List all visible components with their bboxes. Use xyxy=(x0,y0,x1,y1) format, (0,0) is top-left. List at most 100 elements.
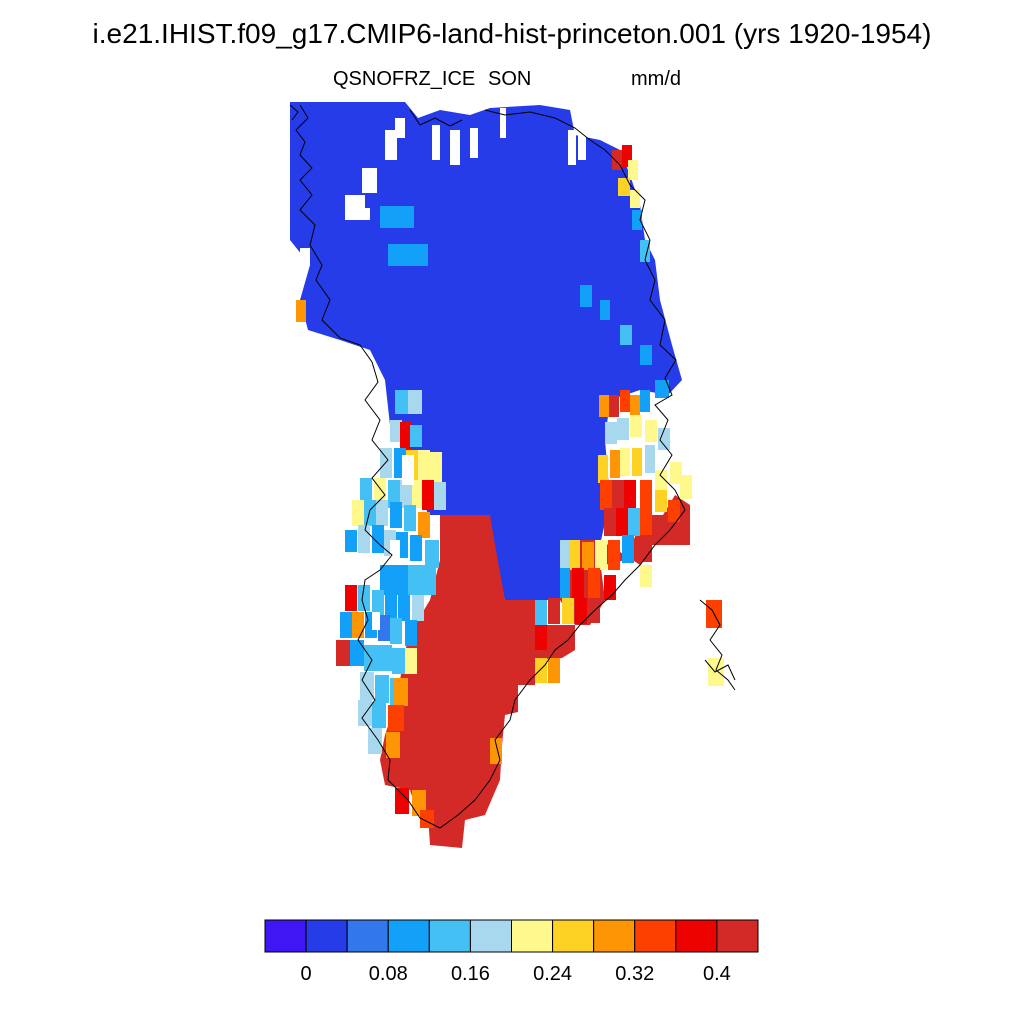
grid-cell xyxy=(400,422,412,450)
no-data-cell xyxy=(500,108,506,138)
grid-cell xyxy=(628,160,638,180)
grid-cell xyxy=(618,178,630,196)
grid-cell xyxy=(652,515,664,537)
grid-cell xyxy=(620,325,632,345)
grid-cell xyxy=(535,625,547,650)
grid-cell xyxy=(580,285,592,307)
season-label: SON xyxy=(488,68,532,90)
grid-cell xyxy=(418,512,430,538)
grid-cell xyxy=(570,540,580,570)
grid-cell xyxy=(380,565,394,595)
grid-cell xyxy=(358,585,370,611)
grid-cell xyxy=(632,210,642,230)
grid-cell xyxy=(645,420,657,442)
grid-cell xyxy=(610,450,620,478)
grid-cell xyxy=(628,508,640,536)
grid-cell xyxy=(655,490,667,512)
grid-cell xyxy=(630,415,642,437)
grid-cell xyxy=(588,568,600,598)
grid-cell xyxy=(624,480,636,510)
grid-cell xyxy=(600,300,610,320)
colorbar-box xyxy=(264,919,307,953)
grid-cell xyxy=(395,390,409,414)
grid-cell xyxy=(548,598,560,624)
grid-cell xyxy=(658,428,670,450)
colorbar-box xyxy=(305,919,348,953)
grid-cell xyxy=(630,395,640,417)
grid-cell xyxy=(405,648,417,674)
grid-cell xyxy=(617,418,629,440)
grid-cell xyxy=(425,540,439,568)
grid-cell xyxy=(595,540,607,570)
grid-cell xyxy=(394,678,408,706)
grid-cell xyxy=(422,480,434,510)
colorbar-box xyxy=(634,919,677,953)
grid-cell xyxy=(622,535,634,563)
grid-cells xyxy=(296,108,724,828)
grid-cell xyxy=(562,598,574,624)
coastline-segment xyxy=(699,599,736,691)
grid-cell xyxy=(408,390,422,414)
grid-cell xyxy=(548,625,560,650)
grid-cell xyxy=(412,595,424,621)
grid-cell xyxy=(604,508,616,536)
grid-cell xyxy=(296,300,306,322)
grid-cell xyxy=(640,480,652,510)
grid-cell xyxy=(572,568,584,598)
no-data-cell xyxy=(372,612,380,630)
grid-cell xyxy=(386,732,400,758)
coastline-segment xyxy=(289,104,299,121)
grid-cell xyxy=(670,462,682,484)
grid-cell xyxy=(336,640,350,666)
grid-cell xyxy=(372,590,384,616)
grid-cell xyxy=(404,505,416,531)
colorbar-tick-label: 0.32 xyxy=(615,963,654,985)
no-data-cell xyxy=(450,130,460,165)
grid-cell xyxy=(640,345,652,365)
colorbar-box xyxy=(387,919,430,953)
grid-cell xyxy=(392,648,406,674)
grid-cell xyxy=(394,565,408,595)
grid-cell xyxy=(640,540,652,562)
grid-cell xyxy=(422,565,436,595)
grid-cell xyxy=(352,500,364,526)
grid-cell xyxy=(640,390,650,412)
south-melt-region xyxy=(380,515,575,848)
no-data-cell xyxy=(390,540,400,565)
no-data-cell xyxy=(470,128,478,158)
colorbar-box xyxy=(716,919,759,953)
grid-cell xyxy=(620,390,630,412)
grid-cell xyxy=(548,658,560,683)
grid-cell xyxy=(390,705,404,731)
colorbar-box xyxy=(593,919,636,953)
grid-cell xyxy=(405,620,417,646)
grid-cell xyxy=(375,675,389,703)
variable-label: QSNOFRZ_ICE xyxy=(333,68,476,90)
grid-cell xyxy=(605,422,617,444)
grid-cell xyxy=(418,450,430,480)
grid-cell xyxy=(616,508,628,536)
colorbar-labels: 0 0.08 0.16 0.24 0.32 0.4 xyxy=(301,963,731,985)
colorbar-box xyxy=(469,919,512,953)
grid-cell xyxy=(434,482,446,510)
grid-cell xyxy=(608,540,620,570)
no-data-cell xyxy=(578,135,586,160)
grid-cell xyxy=(376,500,388,526)
colorbar-tick-label: 0.16 xyxy=(451,963,490,985)
colorbar-tick-label: 0 xyxy=(301,963,312,985)
plot-title: i.e21.IHIST.f09_g17.CMIP6-land-hist-prin… xyxy=(92,18,932,49)
colorbar-box xyxy=(675,919,718,953)
colorbar-box xyxy=(552,919,595,953)
grid-cell xyxy=(609,395,619,417)
colorbar-tick-label: 0.08 xyxy=(369,963,408,985)
grid-cell xyxy=(620,448,630,476)
grid-cell xyxy=(575,598,587,624)
no-data-cell xyxy=(360,208,370,220)
grid-cell xyxy=(385,592,397,618)
grid-cell xyxy=(668,500,680,522)
grid-cell xyxy=(378,615,390,641)
no-data-cell xyxy=(395,118,405,138)
grid-cell xyxy=(560,540,570,570)
grid-cell xyxy=(535,658,547,683)
